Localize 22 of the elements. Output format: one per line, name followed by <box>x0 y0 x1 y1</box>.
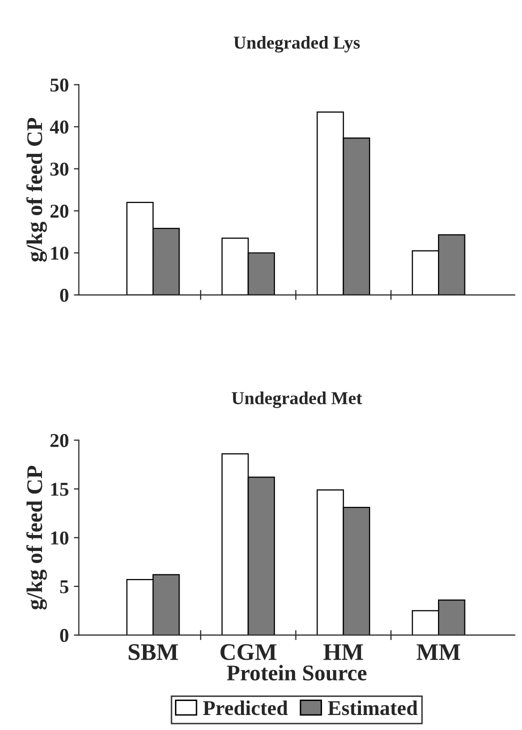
y-tick-label: 40 <box>50 120 68 134</box>
y-axis-title: g/kg of feed CP <box>26 118 47 262</box>
y-tick-label: 15 <box>51 482 68 496</box>
y-tick-label: 20 <box>50 204 68 218</box>
y-tick-label: 50 <box>50 78 68 92</box>
y-tick-label: 10 <box>51 531 68 545</box>
chart-title: Undegraded Lys <box>234 36 360 53</box>
y-tick-label: 0 <box>60 628 68 642</box>
chart-title: Undegraded Met <box>232 392 362 408</box>
y-tick-label: 30 <box>50 162 68 176</box>
y-tick-label: 10 <box>51 246 68 260</box>
x-tick-label: MM <box>416 644 460 660</box>
legend-label: Predicted <box>203 700 288 716</box>
x-tick-label: HM <box>323 644 364 660</box>
y-tick-label: 20 <box>50 434 68 448</box>
x-tick-label: SBM <box>128 644 178 660</box>
x-tick-label: CGM <box>220 644 276 660</box>
y-axis-title: g/kg of feed CP <box>26 466 47 610</box>
legend-label: Estimated <box>328 700 418 716</box>
x-axis-title: Protein Source <box>226 664 366 681</box>
y-tick-label: 0 <box>60 288 68 302</box>
y-tick-label: 5 <box>60 580 68 594</box>
